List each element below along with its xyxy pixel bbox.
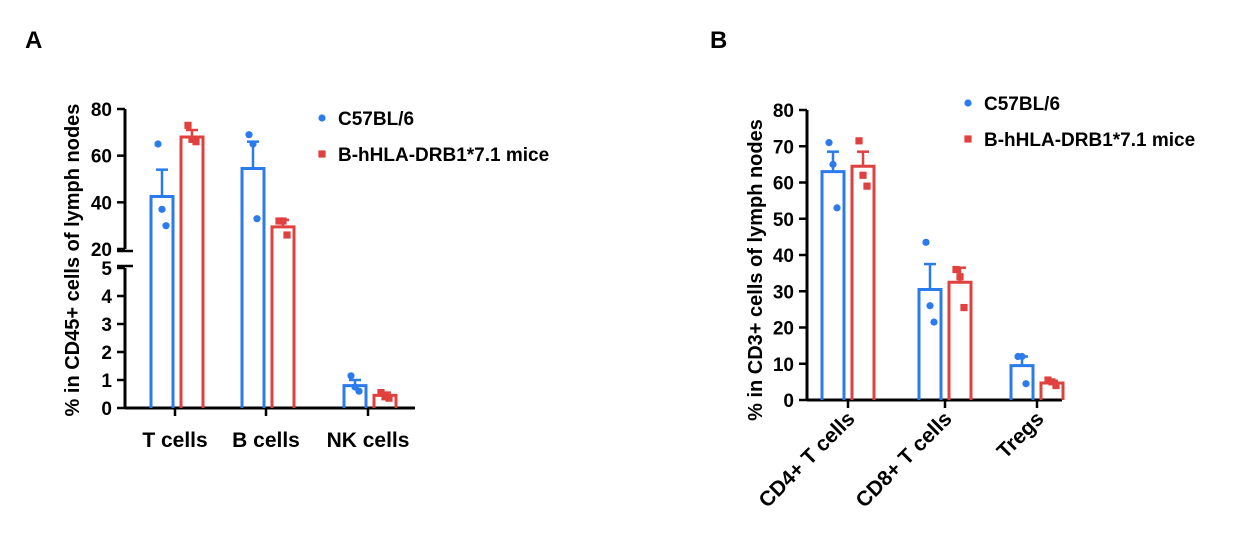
data-point-b	[1048, 378, 1056, 386]
legend-label-a: C57BL/6	[338, 109, 414, 130]
y-tick-label-b: 80	[773, 101, 794, 122]
data-point-a	[279, 217, 287, 225]
bar-a	[149, 195, 175, 408]
y-tick-label-b: 10	[773, 355, 794, 376]
data-point-a	[385, 394, 393, 402]
data-point-b	[1052, 381, 1060, 390]
y-tick-label-a: 1	[101, 371, 112, 392]
y-tick-label-a: 0	[101, 399, 112, 420]
data-point-b	[960, 303, 968, 312]
panel-letter-a: A	[25, 27, 42, 54]
data-point-a	[275, 217, 283, 225]
y-tick-label-a: 60	[91, 147, 112, 168]
y-tick-label-b: 60	[773, 174, 794, 195]
data-point-a	[162, 222, 170, 230]
bar-b	[1009, 364, 1035, 400]
bar-a	[240, 167, 266, 408]
x-tick-label-b: CD4+ T cells	[755, 407, 860, 512]
bar-a	[270, 225, 296, 408]
data-point-a	[192, 138, 200, 146]
data-point-a	[188, 135, 196, 143]
data-point-b	[930, 318, 938, 326]
legend-marker-a	[318, 114, 326, 122]
data-point-b	[829, 160, 837, 168]
data-point-b	[855, 137, 863, 145]
panel-letter-b: B	[710, 27, 727, 54]
legend-label-b: C57BL/6	[984, 94, 1060, 115]
bar-b	[1039, 381, 1065, 400]
data-point-b	[833, 204, 841, 212]
data-point-a	[381, 393, 389, 401]
y-tick-label-a: 4	[101, 287, 112, 308]
legend-marker-a	[318, 150, 326, 158]
data-point-a	[245, 131, 253, 139]
y-tick-label-a: 2	[101, 343, 112, 364]
x-tick-label-b: CD8+ T cells	[852, 407, 957, 512]
y-tick-label-a: 20	[91, 240, 112, 261]
bar-b	[820, 170, 846, 400]
data-point-a	[184, 121, 192, 129]
y-tick-label-a: 3	[101, 315, 112, 336]
y-tick-label-a: 40	[91, 193, 112, 214]
data-point-a	[154, 140, 162, 148]
data-point-b	[952, 265, 960, 274]
y-tick-label-a: 5	[101, 259, 112, 280]
data-point-a	[283, 231, 291, 239]
legend-marker-b	[964, 99, 972, 107]
bar-b	[850, 164, 876, 400]
bar-b	[947, 280, 973, 400]
y-tick-label-b: 0	[783, 391, 794, 412]
data-point-b	[1044, 376, 1052, 384]
x-tick-label-b: Tregs	[993, 407, 1049, 463]
data-point-a	[249, 140, 257, 148]
x-tick-label-a: T cells	[142, 429, 207, 452]
y-tick-label-b: 20	[773, 319, 794, 340]
y-axis-label-b: % in CD3+ cells of lymph nodes	[745, 119, 767, 421]
legend-label-b: B-hHLA-DRB1*7.1 mice	[984, 130, 1195, 151]
y-tick-label-b: 70	[773, 137, 794, 158]
data-point-b	[956, 273, 964, 281]
data-point-a	[347, 372, 355, 380]
data-point-b	[863, 182, 871, 190]
data-point-a	[377, 389, 385, 397]
y-tick-label-b: 40	[773, 246, 794, 267]
x-tick-label-a: B cells	[232, 429, 300, 452]
data-point-b	[1022, 380, 1030, 388]
y-tick-label-a: 80	[91, 100, 112, 121]
bar-a	[179, 135, 205, 408]
y-tick-label-b: 30	[773, 282, 794, 303]
x-tick-label-a: NK cells	[327, 429, 410, 452]
y-tick-label-b: 50	[773, 210, 794, 231]
data-point-b	[926, 302, 934, 310]
data-point-a	[253, 215, 261, 223]
data-point-b	[859, 171, 867, 179]
data-point-a	[158, 205, 166, 213]
data-point-b	[922, 238, 930, 246]
y-axis-label-a: % in CD45+ cells of lymph nodes	[62, 104, 84, 417]
data-point-b	[825, 139, 833, 147]
data-point-a	[355, 387, 363, 395]
legend-marker-b	[964, 135, 972, 143]
legend-label-a: B-hHLA-DRB1*7.1 mice	[338, 145, 549, 166]
data-point-b	[1018, 352, 1026, 361]
